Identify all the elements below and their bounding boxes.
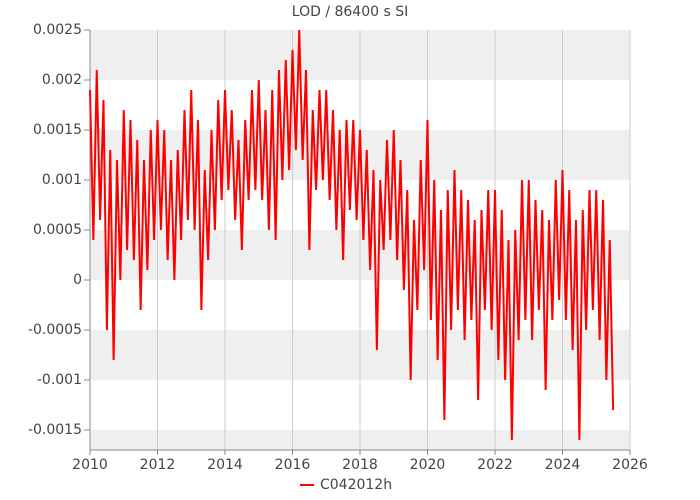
y-tick-label: 0.0015 — [33, 122, 82, 138]
y-tick-label: -0.0015 — [28, 422, 82, 438]
x-tick-label: 2018 — [342, 457, 378, 473]
y-tick-label: 0.0025 — [33, 22, 82, 38]
x-tick-label: 2014 — [207, 457, 243, 473]
x-tick-label: 2024 — [545, 457, 581, 473]
x-tick-label: 2010 — [72, 457, 108, 473]
y-tick-label: 0.0005 — [33, 222, 82, 238]
series-line — [89, 29, 615, 441]
y-tick-label: 0 — [73, 272, 82, 288]
x-tick-label: 2026 — [612, 457, 648, 473]
y-tick-label: -0.001 — [37, 372, 82, 388]
x-tick-label: 2020 — [410, 457, 446, 473]
x-tick-label: 2016 — [275, 457, 311, 473]
y-tick-label: -0.0005 — [28, 322, 82, 338]
chart-title: LOD / 86400 s SI — [292, 4, 408, 20]
y-tick-label: 0.001 — [42, 172, 82, 188]
legend-label: C042012h — [320, 477, 392, 493]
x-tick-label: 2012 — [140, 457, 176, 473]
x-tick-label: 2022 — [477, 457, 513, 473]
y-tick-label: 0.002 — [42, 72, 82, 88]
